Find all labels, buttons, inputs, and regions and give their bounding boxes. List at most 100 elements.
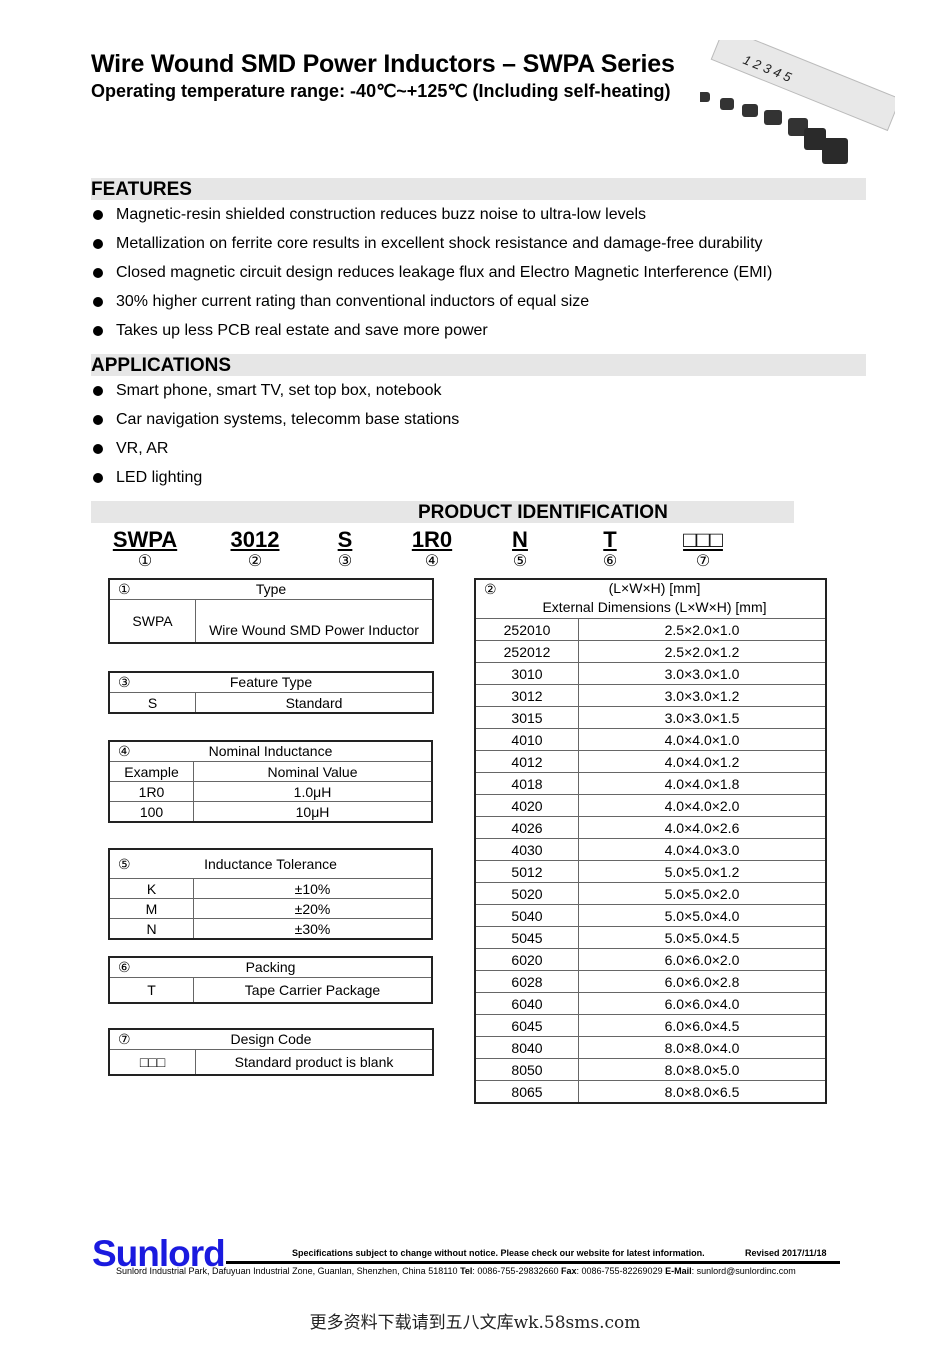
table-cell: 252010	[474, 618, 579, 641]
revision-date: Revised 2017/11/18	[745, 1248, 827, 1258]
list-item-text: Metallization on ferrite core results in…	[116, 235, 763, 253]
table-cell: 1.0μH	[193, 781, 433, 802]
table-cell: 3012	[474, 684, 579, 707]
list-item: Closed magnetic circuit design reduces l…	[91, 259, 772, 288]
table-cell: 4.0×4.0×1.8	[578, 772, 827, 795]
table-row: 1R0 1.0μH	[108, 781, 433, 802]
design-code-table: ⑦ Design Code □□□ Standard product is blank	[108, 1028, 434, 1076]
table-cell: 4.0×4.0×1.0	[578, 728, 827, 751]
table-cell: 5.0×5.0×4.5	[578, 926, 827, 949]
table-header-row: ⑦ Design Code	[108, 1028, 434, 1050]
table-cell: T	[108, 977, 194, 1004]
code-index: ⑦	[695, 553, 711, 570]
table-row: 6040 6.0×6.0×4.0	[474, 992, 827, 1015]
table-row: 8065 8.0×8.0×6.5	[474, 1080, 827, 1104]
footer-notice: Specifications subject to change without…	[292, 1248, 705, 1258]
table-cell: 8.0×8.0×6.5	[578, 1080, 827, 1104]
table-cell: Standard	[195, 692, 434, 714]
header-line: (L×W×H) [mm]	[608, 580, 701, 596]
table-cell: ±20%	[193, 898, 433, 919]
table-row: 252012 2.5×2.0×1.2	[474, 640, 827, 663]
table-row: 3012 3.0×3.0×1.2	[474, 684, 827, 707]
section-number: ⑥	[118, 959, 131, 975]
bullet-icon	[93, 325, 103, 336]
table-cell: 4.0×4.0×1.2	[578, 750, 827, 773]
code-index: ①	[137, 553, 153, 570]
list-item: Metallization on ferrite core results in…	[91, 230, 772, 259]
section-number: ⑦	[118, 1031, 131, 1047]
list-item-text: VR, AR	[116, 439, 169, 457]
table-row: 4020 4.0×4.0×2.0	[474, 794, 827, 817]
features-list: Magnetic-resin shielded construction red…	[91, 201, 772, 345]
code-index: ②	[247, 553, 263, 570]
table-cell: 2.5×2.0×1.2	[578, 640, 827, 663]
section-number: ①	[118, 581, 131, 597]
table-cell: Example	[108, 761, 194, 782]
header-title: Packing	[245, 959, 296, 975]
table-cell: 6028	[474, 970, 579, 993]
table-row: 5040 5.0×5.0×4.0	[474, 904, 827, 927]
list-item-text: Closed magnetic circuit design reduces l…	[116, 263, 773, 281]
table-cell: □□□	[108, 1049, 196, 1076]
table-cell: Nominal Value	[193, 761, 433, 782]
header-text: (L×W×H) [mm] External Dimensions (L×W×H) …	[484, 579, 825, 617]
table-row: 8050 8.0×8.0×5.0	[474, 1058, 827, 1081]
table-row: □□□ Standard product is blank	[108, 1049, 434, 1076]
code-value: 3012	[230, 527, 280, 552]
footer-address: Sunlord Industrial Park, Dafuyuan Indust…	[116, 1266, 796, 1276]
list-item-text: 30% higher current rating than conventio…	[116, 292, 590, 310]
section-number: ②	[484, 581, 497, 597]
table-cell: Tape Carrier Package	[193, 977, 433, 1004]
table-cell: 6.0×6.0×2.8	[578, 970, 827, 993]
table-cell: 6020	[474, 948, 579, 971]
bullet-icon	[93, 443, 103, 454]
table-cell: 3.0×3.0×1.0	[578, 662, 827, 685]
list-item: Car navigation systems, telecomm base st…	[91, 406, 459, 435]
code-index: ⑤	[512, 553, 528, 570]
applications-heading: APPLICATIONS	[91, 354, 866, 376]
code-index: ⑥	[602, 553, 618, 570]
table-cell: 6.0×6.0×4.0	[578, 992, 827, 1015]
type-table: ① Type SWPA Wire Wound SMD Power Inductor	[108, 578, 434, 644]
table-row: 252010 2.5×2.0×1.0	[474, 618, 827, 641]
code-index: ③	[337, 553, 353, 570]
code-value: 1R0	[411, 527, 453, 552]
table-header: ⑤ Inductance Tolerance	[108, 848, 433, 879]
section-number: ④	[118, 743, 131, 759]
list-item-text: Magnetic-resin shielded construction red…	[116, 206, 647, 224]
table-cell: 3.0×3.0×1.2	[578, 684, 827, 707]
header-title: Design Code	[230, 1031, 312, 1047]
bullet-icon	[93, 296, 103, 307]
table-header: ④ Nominal Inductance	[108, 740, 433, 762]
bullet-icon	[93, 415, 103, 426]
code-value: S	[337, 527, 353, 552]
product-photo: 1 2 3 4 5	[700, 40, 895, 164]
table-row: 100 10μH	[108, 801, 433, 823]
table-cell: SWPA	[108, 599, 196, 644]
table-header: ① Type	[108, 578, 434, 600]
table-cell: 3010	[474, 662, 579, 685]
list-item-text: LED lighting	[116, 468, 203, 486]
table-row: N ±30%	[108, 918, 433, 940]
table-cell: K	[108, 878, 194, 899]
code-value: T	[603, 527, 617, 552]
code-index: ④	[424, 553, 440, 570]
table-header-row: ⑥ Packing	[108, 956, 433, 978]
section-number: ⑤	[118, 855, 131, 872]
table-row: 4026 4.0×4.0×2.6	[474, 816, 827, 839]
table-cell: ±30%	[193, 918, 433, 940]
list-item: Smart phone, smart TV, set top box, note…	[91, 377, 459, 406]
table-cell: 4018	[474, 772, 579, 795]
code-segment: 1R0 ④	[382, 527, 482, 571]
bullet-icon	[93, 386, 103, 397]
list-item-text: Takes up less PCB real estate and save m…	[116, 321, 488, 339]
table-cell: 100	[108, 801, 194, 823]
table-cell: 6.0×6.0×4.5	[578, 1014, 827, 1037]
table-header-row: ② (L×W×H) [mm] External Dimensions (L×W×H)…	[474, 578, 827, 619]
table-row: 4010 4.0×4.0×1.0	[474, 728, 827, 751]
header-title: Feature Type	[229, 674, 313, 690]
